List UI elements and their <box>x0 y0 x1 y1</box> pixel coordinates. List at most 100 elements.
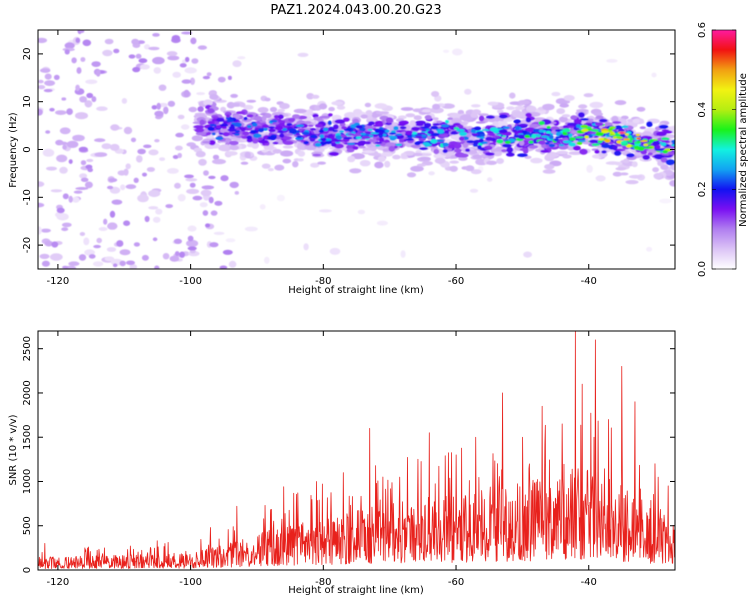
heatmap-cell <box>38 226 42 235</box>
heatmap-cell <box>551 91 561 97</box>
colorbar-tick-label: 0.4 <box>697 102 708 118</box>
heatmap-cell <box>615 167 627 171</box>
heatmap-cell <box>515 125 520 131</box>
heatmap-cell <box>156 102 161 110</box>
heatmap-cell <box>579 148 588 155</box>
heatmap-cell <box>608 133 615 136</box>
heatmap-cell <box>217 76 226 83</box>
heatmap-cell <box>240 161 249 165</box>
heatmap-cell <box>569 137 576 141</box>
heatmap-cell <box>384 160 391 168</box>
heatmap-cell <box>257 137 264 141</box>
heatmap-cell <box>449 141 458 145</box>
heatmap-cell <box>654 148 664 151</box>
heatmap-cell <box>563 95 575 101</box>
heatmap-cell <box>474 126 482 131</box>
heatmap-cell <box>179 251 186 258</box>
heatmap-cell <box>414 134 422 137</box>
heatmap-cell <box>325 140 332 145</box>
heatmap-cell <box>589 131 598 134</box>
heatmap-cell <box>286 123 293 126</box>
y-tick-label: -20 <box>22 237 33 253</box>
heatmap-cell <box>169 255 180 262</box>
heatmap-cell <box>72 134 85 142</box>
heatmap-cell <box>590 129 599 132</box>
heatmap-cell <box>274 125 284 131</box>
heatmap-cell <box>314 142 322 147</box>
heatmap-cell <box>556 108 566 115</box>
heatmap-cell <box>61 227 69 232</box>
heatmap-cell <box>517 134 525 140</box>
heatmap-cell <box>410 144 421 148</box>
heatmap-cell <box>197 45 207 50</box>
heatmap-cell <box>567 125 575 128</box>
heatmap-cell <box>658 124 669 129</box>
heatmap-cell <box>388 135 396 138</box>
heatmap-cell <box>267 135 277 139</box>
heatmap-cell <box>143 144 152 149</box>
heatmap-cell <box>212 154 220 160</box>
heatmap-cell <box>405 113 416 118</box>
heatmap-cell <box>212 116 219 119</box>
heatmap-cell <box>532 128 541 133</box>
heatmap-cell <box>55 211 65 218</box>
heatmap-cell <box>232 60 242 68</box>
heatmap-cell <box>107 222 118 230</box>
heatmap-cell <box>208 140 216 146</box>
heatmap-cell <box>130 137 137 143</box>
heatmap-cell <box>385 117 394 124</box>
heatmap-cell <box>418 137 426 142</box>
heatmap-cell <box>400 107 414 111</box>
heatmap-cell <box>529 123 540 128</box>
heatmap-cell <box>191 58 199 64</box>
heatmap-cell <box>639 126 646 130</box>
heatmap-cell <box>411 126 420 131</box>
heatmap-cell <box>580 124 589 129</box>
heatmap-cell <box>151 105 158 110</box>
heatmap-cell <box>104 38 114 45</box>
heatmap-cell <box>656 131 667 137</box>
heatmap-cell <box>240 127 246 132</box>
heatmap-cell <box>119 249 131 256</box>
heatmap-cell <box>447 144 455 149</box>
heatmap-cell <box>524 127 536 133</box>
heatmap-cell <box>506 147 514 153</box>
heatmap-cell <box>319 209 332 213</box>
heatmap-cell <box>117 170 127 176</box>
heatmap-cell <box>374 141 383 144</box>
heatmap-cell <box>210 210 218 216</box>
heatmap-cell <box>272 149 282 154</box>
heatmap-cell <box>319 115 331 119</box>
heatmap-cell <box>153 67 162 74</box>
heatmap-cell <box>353 108 363 115</box>
heatmap-cell <box>477 145 482 150</box>
heatmap-cell <box>174 251 180 257</box>
x-tick-label: -60 <box>448 276 464 287</box>
heatmap-cell <box>172 71 181 78</box>
heatmap-cell <box>273 114 280 119</box>
heatmap-cell <box>131 38 140 45</box>
heatmap-cell <box>466 140 476 144</box>
heatmap-cell <box>318 103 328 110</box>
heatmap-cell <box>293 126 298 129</box>
heatmap-cell <box>167 168 179 174</box>
colorbar-gradient <box>712 30 736 269</box>
heatmap-cell <box>487 118 500 123</box>
heatmap-cell <box>75 187 89 190</box>
heatmap-cell <box>119 260 126 267</box>
heatmap-cell <box>506 106 515 111</box>
heatmap-cell <box>261 163 271 169</box>
heatmap-cell <box>64 49 70 55</box>
heatmap-cell <box>545 133 551 137</box>
x-tick-label: -80 <box>315 577 331 588</box>
heatmap-cell <box>469 188 479 193</box>
heatmap-cell <box>568 133 573 138</box>
heatmap-cell <box>451 117 462 125</box>
heatmap-cell <box>195 150 206 158</box>
heatmap-cell <box>84 181 93 189</box>
heatmap-cell <box>612 136 618 139</box>
heatmap-cell <box>598 137 605 141</box>
heatmap-cell <box>216 117 225 123</box>
heatmap-cell <box>513 119 521 124</box>
heatmap-cell <box>548 135 554 140</box>
